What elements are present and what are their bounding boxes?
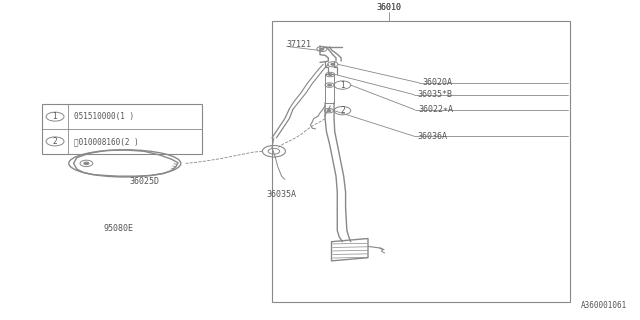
Text: Ⓑ010008160(2 ): Ⓑ010008160(2 ) [74, 137, 138, 146]
Text: 36035*B: 36035*B [417, 90, 452, 99]
Bar [272, 21, 570, 302]
Text: A360001061: A360001061 [581, 301, 627, 310]
Text: 37121: 37121 [287, 40, 312, 49]
Text: 2: 2 [52, 137, 58, 146]
Text: 36022∗A: 36022∗A [418, 105, 453, 114]
Circle shape [328, 74, 332, 76]
Text: 36010: 36010 [376, 3, 402, 12]
Text: 1: 1 [340, 81, 345, 90]
Circle shape [327, 110, 331, 112]
Circle shape [84, 162, 89, 165]
Text: 2: 2 [340, 106, 345, 115]
Circle shape [328, 84, 332, 86]
Text: 36020A: 36020A [422, 78, 452, 87]
Text: 36036A: 36036A [417, 132, 447, 141]
Text: 36025D: 36025D [129, 177, 159, 186]
Bar [42, 104, 202, 154]
Text: 36010: 36010 [376, 3, 402, 12]
Text: 95080E: 95080E [104, 224, 133, 233]
Circle shape [320, 48, 324, 50]
Circle shape [331, 63, 335, 65]
Text: 36035A: 36035A [267, 189, 296, 198]
Text: 1: 1 [52, 112, 58, 121]
Text: 051510000(1 ): 051510000(1 ) [74, 112, 134, 121]
